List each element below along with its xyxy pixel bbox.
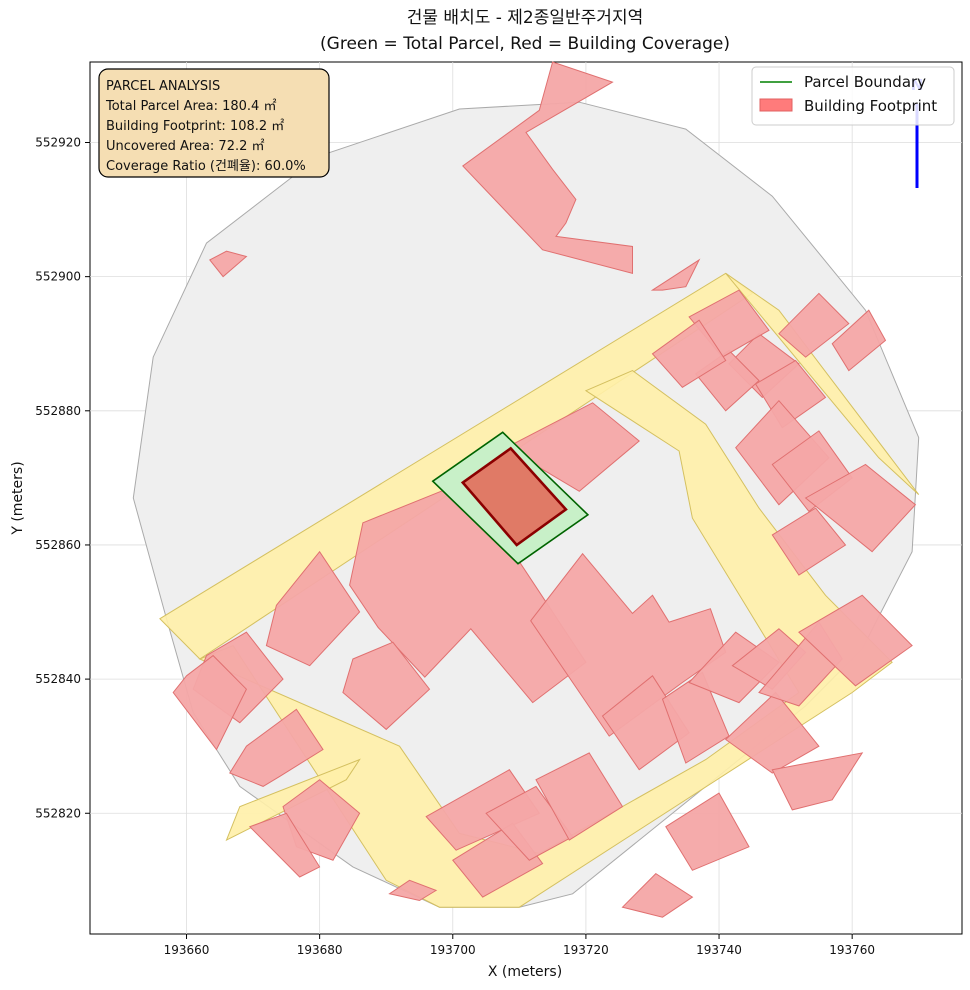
building-footprint-4	[650, 258, 701, 291]
building-footprint-1	[530, 552, 727, 737]
x-tick-label-2: 193700	[430, 943, 476, 957]
x-tick-label-3: 193720	[563, 943, 609, 957]
target-building-footprint	[460, 446, 568, 547]
info-uncovered: Uncovered Area: 72.2 ㎡	[106, 139, 265, 154]
info-heading: PARCEL ANALYSIS	[106, 79, 220, 94]
y-tick-label-3: 552880	[35, 404, 81, 418]
chart-title-line2: (Green = Total Parcel, Red = Building Co…	[320, 34, 730, 54]
building-footprint-17	[535, 752, 624, 841]
building-footprint-5	[209, 250, 248, 278]
y-axis-ticks: 552820 552840 552860 552880 552900 552920	[35, 135, 90, 820]
building-footprint-34	[778, 292, 850, 358]
building-footprint-9	[172, 654, 248, 751]
x-tick-label-5: 193760	[829, 943, 875, 957]
info-footprint: Building Footprint: 108.2 ㎡	[106, 119, 284, 134]
building-footprint-32	[771, 507, 847, 576]
building-footprint-35	[831, 309, 887, 372]
buildings-layer	[172, 61, 917, 918]
y-tick-label-2: 552860	[35, 538, 81, 552]
building-footprint-31	[804, 463, 917, 553]
y-tick-label-0: 552820	[35, 806, 81, 820]
building-footprint-10	[229, 708, 324, 787]
y-tick-label-4: 552900	[35, 270, 81, 284]
chart-title-line1: 건물 배치도 - 제2종일반주거지역	[407, 8, 643, 28]
building-footprint-38	[651, 319, 727, 388]
info-total-area: Total Parcel Area: 180.4 ㎡	[105, 99, 276, 114]
building-footprint-24	[771, 752, 864, 811]
legend-parcel-boundary-label: Parcel Boundary	[804, 73, 926, 91]
target-parcel-group	[431, 431, 590, 565]
legend-building-footprint-label: Building Footprint	[804, 97, 937, 115]
y-tick-label-1: 552840	[35, 672, 81, 686]
road-3	[725, 272, 920, 495]
building-footprint-3	[462, 61, 633, 274]
x-tick-label-4: 193740	[696, 943, 742, 957]
info-coverage-ratio: Coverage Ratio (건폐율): 60.0%	[106, 159, 306, 174]
y-tick-label-5: 552920	[35, 135, 81, 149]
x-tick-label-0: 193660	[164, 943, 210, 957]
legend-frame	[751, 66, 955, 126]
y-axis-label: Y (meters)	[10, 461, 26, 535]
building-footprint-6	[265, 550, 361, 667]
building-footprint-13	[388, 879, 438, 902]
info-box-background	[98, 68, 330, 178]
building-footprint-26	[621, 872, 694, 918]
building-footprint-33	[798, 594, 913, 687]
x-tick-label-1: 193680	[297, 943, 343, 957]
x-axis-label: X (meters)	[488, 964, 562, 980]
legend-building-footprint-swatch	[759, 98, 793, 112]
legend: Parcel Boundary Building Footprint	[751, 66, 955, 126]
building-footprint-21	[724, 691, 820, 774]
x-axis-ticks: 193660 193680 193700 193720 193740 193760	[164, 934, 875, 957]
building-footprint-2	[504, 402, 640, 492]
building-footprint-12	[248, 812, 321, 878]
parcel-analysis-box: PARCEL ANALYSIS Total Parcel Area: 180.4…	[98, 68, 330, 178]
building-footprint-25	[665, 792, 750, 871]
building-footprint-7	[342, 641, 431, 731]
